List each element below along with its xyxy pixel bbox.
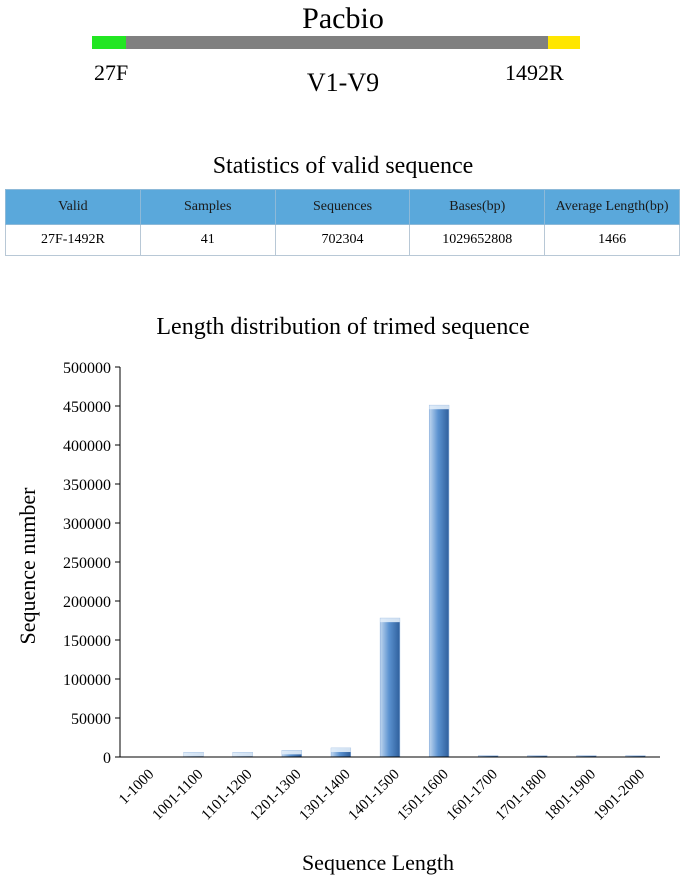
bar-cap xyxy=(331,748,351,753)
cell-samples: 41 xyxy=(139,224,276,256)
diagram-title: Pacbio xyxy=(302,2,384,35)
reverse-primer-label: 1492R xyxy=(505,60,564,85)
amplicon-diagram: Pacbio 27F V1-V9 1492R xyxy=(0,0,686,110)
y-tick-label: 0 xyxy=(103,750,111,767)
header-samples: Samples xyxy=(139,189,276,225)
x-tick-label: 1501-1600 xyxy=(395,767,452,824)
chart-title: Length distribution of trimed sequence xyxy=(156,314,530,340)
bar xyxy=(428,404,450,758)
bar-cap xyxy=(282,750,302,755)
cell-bases: 1029652808 xyxy=(409,224,546,256)
y-tick-label: 200000 xyxy=(63,594,111,611)
x-axis-title: Sequence Length xyxy=(302,850,454,875)
x-tick-label: 1-1000 xyxy=(116,767,157,808)
header-average-length: Average Length(bp) xyxy=(544,189,680,225)
table-header-row: Valid Samples Sequences Bases(bp) Averag… xyxy=(5,189,680,225)
table-title: Statistics of valid sequence xyxy=(212,153,474,179)
stats-table: Valid Samples Sequences Bases(bp) Averag… xyxy=(5,189,680,256)
amplicon-segment xyxy=(126,36,548,49)
region-label: V1-V9 xyxy=(306,68,380,97)
bar xyxy=(379,617,401,758)
bar-chart: 0 50000 100000 150000 200000 250000 300000 3500… xyxy=(15,360,660,875)
x-tick-label: 1901-2000 xyxy=(591,767,648,824)
forward-primer-segment xyxy=(92,36,126,49)
y-tick-label: 100000 xyxy=(63,672,111,689)
y-tick-label: 150000 xyxy=(63,633,111,650)
table-row: 27F-1492R 41 702304 1029652808 1466 xyxy=(5,224,680,256)
x-tick-label: 1201-1300 xyxy=(247,767,304,824)
forward-primer-label: 27F xyxy=(94,60,129,85)
y-tick-label: 300000 xyxy=(63,516,111,533)
x-tick-label: 1801-1900 xyxy=(542,767,599,824)
bar-cap xyxy=(232,752,253,757)
y-tick-label: 400000 xyxy=(63,438,111,455)
cell-valid: 27F-1492R xyxy=(5,224,141,256)
y-tick-label: 350000 xyxy=(63,477,111,494)
cell-average-length: 1466 xyxy=(544,224,680,256)
y-tick-label: 450000 xyxy=(63,399,111,416)
cell-sequences: 702304 xyxy=(274,224,411,256)
x-tick-label: 1301-1400 xyxy=(296,767,353,824)
bar-cap xyxy=(183,752,204,757)
bar-cap xyxy=(429,405,449,410)
x-tick-label: 1401-1500 xyxy=(346,767,403,824)
x-tick-label: 1101-1200 xyxy=(199,767,256,824)
header-sequences: Sequences xyxy=(274,189,411,225)
x-tick-label: 1701-1800 xyxy=(493,767,550,824)
header-valid: Valid xyxy=(5,189,141,225)
x-tick-label: 1001-1100 xyxy=(150,767,207,824)
y-tick-label: 50000 xyxy=(71,711,111,728)
reverse-primer-segment xyxy=(548,36,580,49)
y-tick-label: 250000 xyxy=(63,555,111,572)
header-bases: Bases(bp) xyxy=(409,189,546,225)
y-tick-label: 500000 xyxy=(63,360,111,377)
x-tick-label: 1601-1700 xyxy=(444,767,501,824)
bar-cap xyxy=(380,618,400,623)
y-axis-title: Sequence number xyxy=(15,487,40,645)
